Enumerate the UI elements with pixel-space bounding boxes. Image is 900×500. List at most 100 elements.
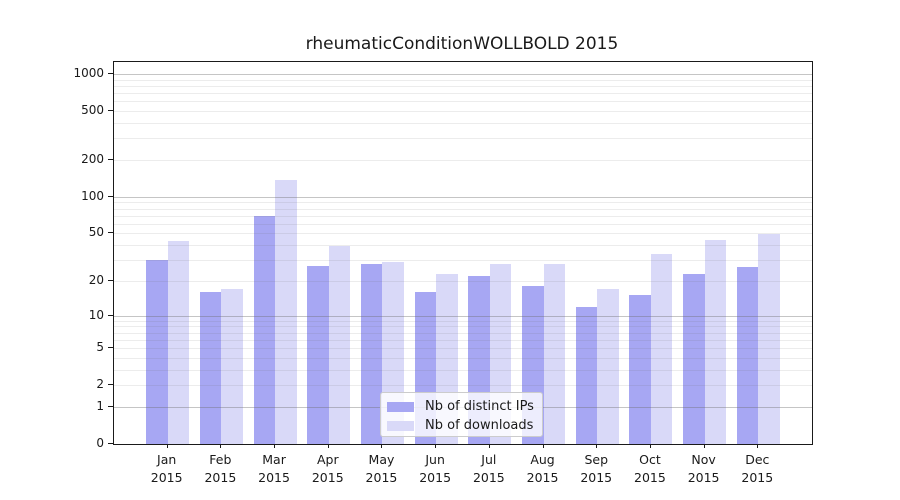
x-tick-label-dec: Dec 2015 xyxy=(741,452,774,485)
gridline-500 xyxy=(114,111,812,113)
y-tick-label-5: 5 xyxy=(96,340,104,355)
bar-nb-of-distinct-ips-apr xyxy=(307,265,329,444)
x-tick-label-may: May 2015 xyxy=(365,452,398,485)
y-tick-label-100: 100 xyxy=(81,188,104,203)
gridline-50 xyxy=(114,233,812,235)
gridlines-layer xyxy=(114,62,812,444)
bar-nb-of-distinct-ips-may xyxy=(360,263,383,444)
gridline-8 xyxy=(114,326,812,328)
y-tick-mark-0 xyxy=(108,443,113,444)
legend-label-distinct-ips: Nb of distinct IPs xyxy=(425,399,534,414)
bar-nb-of-distinct-ips-oct xyxy=(629,295,651,444)
bar-nb-of-downloads-aug xyxy=(543,263,566,444)
bar-nb-of-downloads-mar xyxy=(275,179,297,444)
bar-nb-of-downloads-jan xyxy=(167,241,190,444)
y-tick-mark-20 xyxy=(108,279,113,281)
bar-nb-of-downloads-apr xyxy=(328,246,351,444)
y-tick-label-200: 200 xyxy=(81,151,104,166)
x-tick-mark-may xyxy=(381,444,383,448)
x-tick-mark-oct xyxy=(649,444,651,448)
x-tick-label-mar: Mar 2015 xyxy=(258,452,290,485)
y-tick-mark-2 xyxy=(108,384,113,386)
x-tick-label-oct: Oct 2015 xyxy=(634,452,666,485)
x-tick-label-apr: Apr 2015 xyxy=(311,452,344,485)
x-tick-label-jun: Jun 2015 xyxy=(419,452,452,485)
bar-nb-of-downloads-dec xyxy=(758,234,780,444)
plot-area xyxy=(113,61,813,445)
gridline-1000 xyxy=(114,73,812,75)
legend-swatch-distinct-ips xyxy=(387,401,414,412)
y-tick-label-1: 1 xyxy=(96,398,104,413)
y-tick-label-500: 500 xyxy=(81,103,104,118)
y-tick-mark-50 xyxy=(108,232,113,234)
gridline-800 xyxy=(114,85,812,87)
x-tick-mark-apr xyxy=(327,444,329,448)
x-tick-label-sep: Sep 2015 xyxy=(580,452,613,485)
gridline-600 xyxy=(114,101,812,103)
gridline-200 xyxy=(114,159,812,161)
bar-nb-of-distinct-ips-nov xyxy=(683,273,705,444)
x-tick-label-jul: Jul 2015 xyxy=(472,452,505,485)
gridline-900 xyxy=(114,79,812,81)
gridline-5 xyxy=(114,348,812,350)
gridline-70 xyxy=(114,215,812,217)
gridline-300 xyxy=(114,138,812,140)
gridline-2 xyxy=(114,385,812,387)
y-tick-label-20: 20 xyxy=(88,272,104,287)
gridline-40 xyxy=(114,245,812,247)
gridline-6 xyxy=(114,339,812,341)
x-tick-label-jan: Jan 2015 xyxy=(150,452,183,485)
y-tick-mark-1000 xyxy=(108,72,113,74)
y-tick-label-50: 50 xyxy=(88,225,104,240)
gridline-90 xyxy=(114,202,812,204)
gridline-60 xyxy=(114,223,812,225)
legend-row-downloads: Nb of downloads xyxy=(381,416,542,435)
x-tick-label-nov: Nov 2015 xyxy=(687,452,720,485)
bar-nb-of-distinct-ips-feb xyxy=(199,292,222,444)
gridline-100 xyxy=(114,196,812,198)
x-tick-mark-feb xyxy=(220,444,222,448)
gridline-400 xyxy=(114,122,812,124)
gridline-80 xyxy=(114,208,812,210)
y-tick-mark-1 xyxy=(108,405,113,407)
gridline-700 xyxy=(114,93,812,95)
gridline-9 xyxy=(114,320,812,322)
x-tick-label-aug: Aug 2015 xyxy=(526,452,559,485)
x-tick-mark-aug xyxy=(542,444,544,448)
bar-nb-of-distinct-ips-jan xyxy=(146,260,168,444)
legend-swatch-downloads xyxy=(387,420,414,431)
y-tick-mark-100 xyxy=(108,195,113,197)
bar-nb-of-downloads-nov xyxy=(704,240,727,444)
x-tick-mark-nov xyxy=(703,444,705,448)
x-tick-mark-jul xyxy=(488,444,490,448)
y-tick-label-1000: 1000 xyxy=(73,65,104,80)
gridline-7 xyxy=(114,332,812,334)
x-tick-label-feb: Feb 2015 xyxy=(204,452,237,485)
bar-nb-of-distinct-ips-mar xyxy=(253,215,276,444)
y-tick-mark-200 xyxy=(108,158,113,160)
bar-nb-of-distinct-ips-dec xyxy=(736,267,759,444)
y-tick-label-10: 10 xyxy=(88,307,104,322)
x-tick-mark-jun xyxy=(435,444,437,448)
legend: Nb of distinct IPs Nb of downloads xyxy=(380,392,543,437)
x-tick-mark-jan xyxy=(166,444,168,448)
legend-row-distinct-ips: Nb of distinct IPs xyxy=(381,397,542,416)
bar-nb-of-distinct-ips-sep xyxy=(575,306,598,444)
y-tick-label-0: 0 xyxy=(96,436,104,450)
gridline-3 xyxy=(114,369,812,371)
bar-nb-of-downloads-feb xyxy=(221,289,243,444)
y-tick-mark-10 xyxy=(108,314,113,316)
x-tick-mark-mar xyxy=(274,444,276,448)
bar-nb-of-downloads-oct xyxy=(650,253,673,444)
y-tick-label-2: 2 xyxy=(96,377,104,392)
x-tick-mark-dec xyxy=(757,444,759,448)
x-tick-mark-sep xyxy=(596,444,598,448)
bar-nb-of-downloads-sep xyxy=(597,289,619,444)
y-tick-mark-500 xyxy=(108,110,113,112)
gridline-20 xyxy=(114,280,812,282)
gridline-10 xyxy=(114,315,812,317)
gridline-4 xyxy=(114,357,812,359)
chart-title: rheumaticConditionWOLLBOLD 2015 xyxy=(305,34,619,54)
gridline-30 xyxy=(114,260,812,262)
